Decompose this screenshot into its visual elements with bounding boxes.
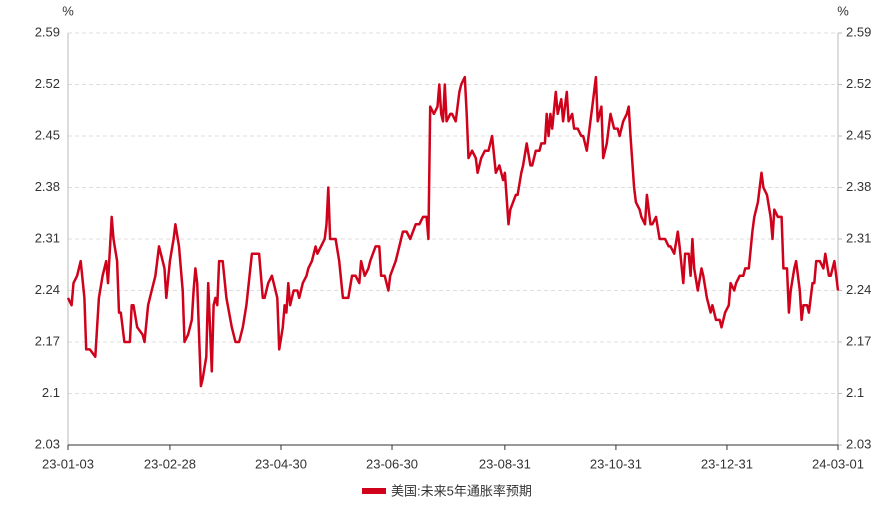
y2-tick-label: 2.17 [846,333,871,348]
y-tick-label: 2.45 [35,127,60,142]
line-series [66,75,840,388]
y2-tick-label: 2.52 [846,76,871,91]
y-axis-unit: % [62,3,74,18]
y2-tick-label: 2.38 [846,179,871,194]
y-tick-label: 2.24 [35,282,60,297]
y2-tick-label: 2.03 [846,436,871,451]
y2-tick-label: 2.24 [846,282,871,297]
y-tick-label: 2.59 [35,24,60,39]
y-tick-label: 2.38 [35,179,60,194]
x-tick-label: 23-04-30 [255,456,307,471]
x-tick-label: 24-03-01 [812,456,864,471]
y-tick-label: 2.03 [35,436,60,451]
x-tick-label: 23-06-30 [366,456,418,471]
y2-tick-label: 2.45 [846,127,871,142]
y2-tick-label: 2.31 [846,230,871,245]
x-tick-label: 23-10-31 [590,456,642,471]
y2-tick-label: 2.1 [846,385,864,400]
y-tick-label: 2.52 [35,76,60,91]
legend-label: 美国:未来5年通胀率预期 [391,483,532,498]
y-tick-label: 2.17 [35,333,60,348]
y2-axis-unit: % [837,3,849,18]
y-tick-label: 2.31 [35,230,60,245]
x-tick-label: 23-02-28 [144,456,196,471]
y2-tick-label: 2.59 [846,24,871,39]
y-tick-label: 2.1 [42,385,60,400]
x-tick-label: 23-12-31 [701,456,753,471]
x-tick-label: 23-01-03 [42,456,94,471]
legend-swatch [362,488,386,494]
x-tick-label: 23-08-31 [479,456,531,471]
